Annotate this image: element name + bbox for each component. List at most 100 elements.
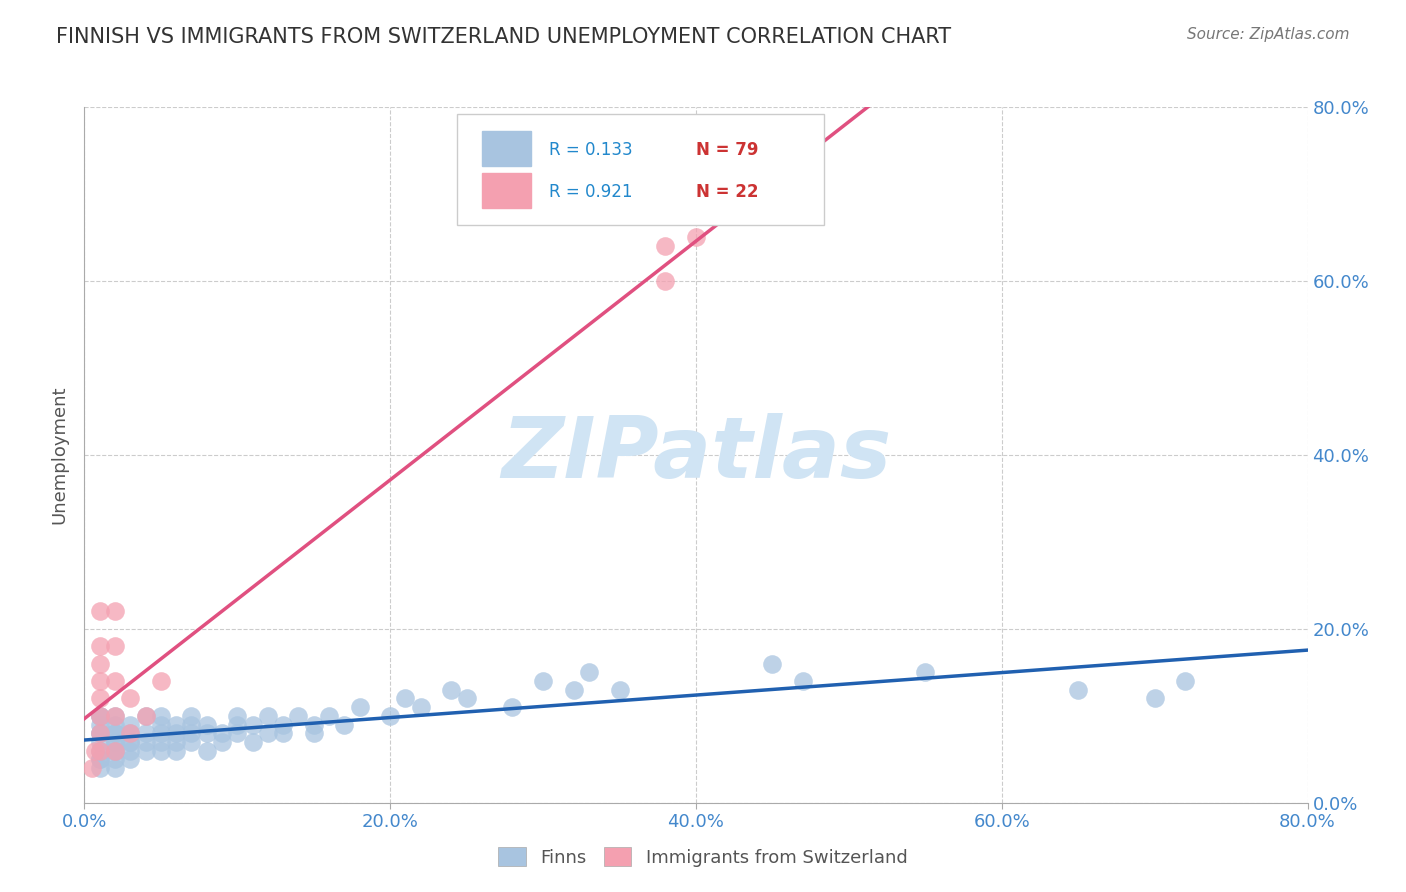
Point <box>165 744 187 758</box>
Point <box>89 708 111 723</box>
Point <box>226 717 249 731</box>
Point <box>120 726 142 740</box>
Point <box>149 717 172 731</box>
Point <box>89 717 111 731</box>
Point <box>120 744 142 758</box>
FancyBboxPatch shape <box>457 114 824 226</box>
Point <box>1174 674 1197 689</box>
Point <box>242 735 264 749</box>
Point <box>120 735 142 749</box>
Point <box>271 717 294 731</box>
Point <box>104 735 127 749</box>
Point <box>89 752 111 766</box>
Point <box>89 726 111 740</box>
Point <box>120 717 142 731</box>
Point <box>89 752 111 766</box>
Text: R = 0.133: R = 0.133 <box>550 141 633 159</box>
Point <box>149 726 172 740</box>
Point <box>211 735 233 749</box>
Point <box>135 726 157 740</box>
Point <box>394 691 416 706</box>
Point <box>120 691 142 706</box>
Point <box>104 744 127 758</box>
Point <box>531 674 554 689</box>
Point <box>135 735 157 749</box>
Point <box>104 744 127 758</box>
Point <box>914 665 936 680</box>
Point <box>104 708 127 723</box>
Point <box>135 708 157 723</box>
Point <box>89 708 111 723</box>
Point <box>257 708 280 723</box>
Point <box>89 744 111 758</box>
Point <box>149 744 172 758</box>
Point <box>104 639 127 653</box>
Point <box>562 682 585 697</box>
Point <box>149 674 172 689</box>
Point <box>180 735 202 749</box>
Point <box>456 691 478 706</box>
FancyBboxPatch shape <box>482 131 531 166</box>
Text: R = 0.921: R = 0.921 <box>550 183 633 201</box>
Point <box>226 708 249 723</box>
Point <box>104 726 127 740</box>
Point <box>180 717 202 731</box>
Point <box>149 735 172 749</box>
Point <box>287 708 309 723</box>
Point <box>180 726 202 740</box>
Point <box>89 708 111 723</box>
Point <box>104 605 127 619</box>
Point <box>104 735 127 749</box>
Point <box>242 717 264 731</box>
Point <box>380 708 402 723</box>
Point <box>80 761 103 775</box>
Point <box>104 674 127 689</box>
Point <box>135 744 157 758</box>
Point <box>226 726 249 740</box>
Point <box>89 735 111 749</box>
Point <box>440 682 463 697</box>
Point <box>89 605 111 619</box>
Text: ZIPatlas: ZIPatlas <box>501 413 891 497</box>
Text: N = 22: N = 22 <box>696 183 758 201</box>
Point <box>120 726 142 740</box>
Point <box>333 717 356 731</box>
Point <box>318 708 340 723</box>
Point <box>180 708 202 723</box>
Point <box>685 230 707 244</box>
Point <box>1067 682 1090 697</box>
Point <box>89 674 111 689</box>
Point <box>89 639 111 653</box>
Point <box>195 717 218 731</box>
Legend: Finns, Immigrants from Switzerland: Finns, Immigrants from Switzerland <box>491 840 915 874</box>
Text: Source: ZipAtlas.com: Source: ZipAtlas.com <box>1187 27 1350 42</box>
Point <box>1143 691 1166 706</box>
Point <box>195 744 218 758</box>
Point <box>761 657 783 671</box>
Text: N = 79: N = 79 <box>696 141 758 159</box>
Text: FINNISH VS IMMIGRANTS FROM SWITZERLAND UNEMPLOYMENT CORRELATION CHART: FINNISH VS IMMIGRANTS FROM SWITZERLAND U… <box>56 27 952 46</box>
Point <box>120 752 142 766</box>
Point <box>211 726 233 740</box>
Point <box>89 761 111 775</box>
Point <box>89 744 111 758</box>
Point <box>89 691 111 706</box>
Point <box>302 726 325 740</box>
Point <box>271 726 294 740</box>
Point <box>149 708 172 723</box>
Point <box>578 665 600 680</box>
Point <box>349 700 371 714</box>
FancyBboxPatch shape <box>482 173 531 208</box>
Point <box>104 744 127 758</box>
Point <box>409 700 432 714</box>
Point <box>120 735 142 749</box>
Point <box>89 726 111 740</box>
Point <box>302 717 325 731</box>
Point <box>84 744 107 758</box>
Point <box>654 274 676 288</box>
Point <box>104 752 127 766</box>
Point <box>502 700 524 714</box>
Point <box>135 708 157 723</box>
Point <box>89 726 111 740</box>
Point <box>104 717 127 731</box>
